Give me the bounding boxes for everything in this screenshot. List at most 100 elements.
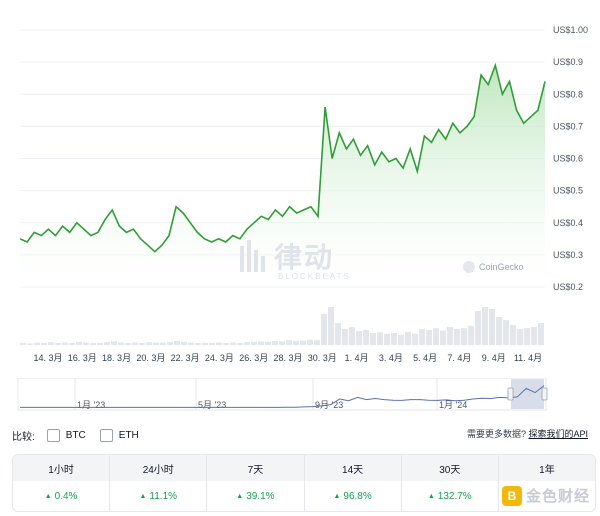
compare-btc-option[interactable]: BTC [46, 428, 86, 442]
x-tick-label: 24. 3月 [205, 353, 234, 363]
volume-bar [20, 343, 26, 345]
navigator-tick-label: 1月 '23 [77, 400, 105, 410]
volume-bar [27, 343, 33, 345]
x-tick-label: 16. 3月 [68, 353, 97, 363]
x-tick-label: 7. 4月 [447, 353, 471, 363]
navigator-line [20, 385, 545, 408]
y-tick-label: US$0.5 [553, 186, 583, 196]
volume-bar [482, 307, 488, 345]
volume-bar [349, 327, 355, 345]
volume-bar [62, 342, 68, 345]
x-tick-label: 11. 4月 [514, 353, 542, 363]
volume-bar [160, 342, 166, 345]
compare-row: 比较: BTC ETH 需要更多数据? 探索我们的API [12, 427, 594, 443]
y-tick-label: US$0.9 [553, 57, 583, 67]
value-1h: ▲ 0.4% [13, 481, 111, 511]
y-tick-label: US$0.4 [553, 218, 583, 228]
y-tick-label: US$1.00 [553, 25, 588, 35]
y-tick-label: US$0.6 [553, 154, 583, 164]
header-14d: 14天 [305, 455, 402, 481]
value-30d: ▲ 132.7% [402, 481, 499, 511]
volume-bar [503, 320, 509, 345]
volume-bar [496, 317, 502, 345]
value-14d: ▲ 96.8% [305, 481, 402, 511]
up-arrow-icon: ▲ [44, 492, 52, 500]
navigator-left-handle[interactable] [507, 387, 514, 401]
volume-bars [20, 307, 544, 345]
blockbeats-watermark: 律动 BLOCKBEATS [238, 236, 351, 281]
btc-label: BTC [65, 429, 86, 441]
y-tick-label: US$0.8 [553, 89, 583, 99]
x-tick-label: 5. 4月 [413, 353, 437, 363]
volume-bar [279, 341, 285, 345]
volume-bar [223, 343, 229, 345]
volume-bar [314, 340, 320, 345]
volume-bar [174, 341, 180, 345]
x-tick-label: 9. 4月 [482, 353, 506, 363]
volume-bar [363, 329, 369, 345]
y-tick-label: US$0.2 [553, 282, 583, 292]
value-14d-text: 96.8% [343, 490, 372, 502]
value-1h-text: 0.4% [54, 490, 78, 502]
volume-bar [118, 342, 124, 345]
compare-eth-option[interactable]: ETH [99, 428, 139, 442]
eth-label: ETH [118, 429, 139, 441]
volume-bar [377, 332, 383, 345]
volume-bar [510, 325, 516, 345]
x-tick-label: 26. 3月 [239, 353, 268, 363]
price-area [20, 65, 545, 287]
volume-bar [167, 342, 173, 345]
value-7d-text: 39.1% [246, 490, 275, 502]
navigator-tick-label: 1月 '24 [439, 400, 467, 410]
volume-bar [132, 342, 138, 345]
up-arrow-icon: ▲ [427, 492, 435, 500]
eth-checkbox[interactable] [99, 428, 113, 442]
performance-table: 1小时 24小时 7天 14天 30天 1年 ▲ 0.4% ▲ 11.1% ▲ 39.… [12, 454, 596, 512]
explore-api-link[interactable]: 探索我们的API [528, 429, 588, 439]
value-24h-text: 11.1% [149, 490, 178, 502]
value-30d-text: 132.7% [437, 490, 472, 502]
navigator-right-handle[interactable] [541, 387, 548, 401]
volume-bar [391, 333, 397, 345]
jinse-logo: B 金色财经 [501, 485, 590, 506]
value-7d: ▲ 39.1% [207, 481, 305, 511]
performance-value-row: ▲ 0.4% ▲ 11.1% ▲ 39.1% ▲ 96.8% ▲ 132.7% [13, 481, 595, 511]
header-1h: 1小时 [13, 455, 111, 481]
volume-bar [181, 341, 187, 345]
volume-bar [475, 311, 481, 345]
volume-bar [202, 343, 208, 345]
volume-bar [272, 341, 278, 345]
volume-bar [419, 329, 425, 345]
x-tick-label: 18. 3月 [102, 353, 131, 363]
x-tick-label: 3. 4月 [379, 353, 403, 363]
price-chart[interactable]: US$1.00 US$0.9 US$0.8 US$0.7 US$0.6 US$0.5 US$… [0, 0, 600, 365]
volume-bar [440, 330, 446, 345]
up-arrow-icon: ▲ [236, 492, 244, 500]
volume-bar [412, 333, 418, 345]
y-axis-ticks: US$1.00 US$0.9 US$0.8 US$0.7 US$0.6 US$0.5 US$… [553, 25, 588, 292]
range-navigator[interactable]: 1月 '23 5月 '23 9月 '23 1月 '24 [0, 378, 600, 414]
volume-bar [335, 323, 341, 345]
price-line [19, 62, 546, 253]
x-tick-label: 14. 3月 [33, 353, 62, 363]
volume-bar [447, 327, 453, 345]
y-tick-label: US$0.3 [553, 250, 583, 260]
volume-bar [83, 342, 89, 345]
volume-bar [370, 333, 376, 345]
navigator-window[interactable] [511, 379, 544, 409]
volume-bar [69, 343, 75, 345]
more-data-text: 需要更多数据? [466, 429, 526, 439]
watermark-zh: 律动 [274, 242, 335, 273]
volume-bar [34, 342, 40, 345]
btc-checkbox[interactable] [46, 428, 60, 442]
value-24h: ▲ 11.1% [110, 481, 208, 511]
volume-bar [524, 328, 530, 345]
volume-bar [517, 329, 523, 345]
volume-bar [307, 339, 313, 345]
up-arrow-icon: ▲ [333, 492, 341, 500]
up-arrow-icon: ▲ [139, 492, 147, 500]
volume-bar [293, 341, 299, 345]
volume-bar [146, 342, 152, 345]
header-24h: 24小时 [110, 455, 208, 481]
header-7d: 7天 [207, 455, 305, 481]
